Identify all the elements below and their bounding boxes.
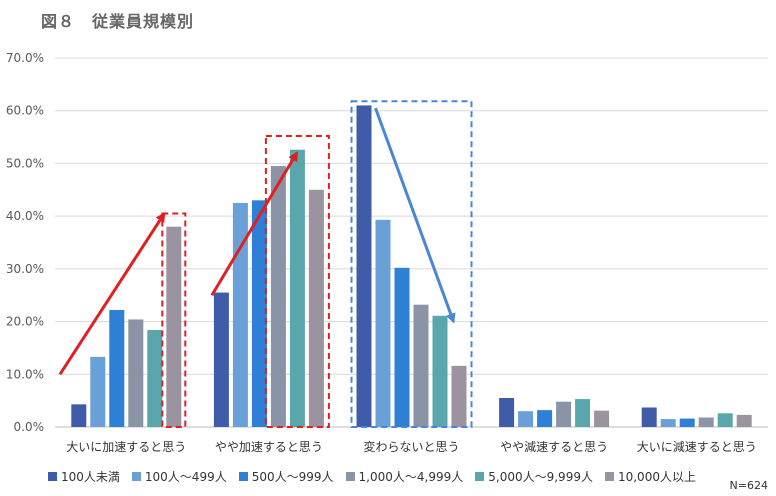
trend-arrow-increase-strong xyxy=(58,211,166,376)
bar xyxy=(736,414,752,427)
bar xyxy=(166,226,182,427)
bar xyxy=(213,292,229,427)
bar xyxy=(71,404,87,427)
legend-label: 100人未満 xyxy=(61,470,120,484)
legend-swatch xyxy=(475,472,485,481)
y-tick-label: 0.0% xyxy=(14,420,45,434)
bar xyxy=(432,315,448,427)
bar xyxy=(356,105,372,427)
highlight-box-increase-strong xyxy=(161,212,187,428)
trend-arrow-decrease xyxy=(374,107,456,324)
legend-label: 1,000人～4,999人 xyxy=(358,470,464,484)
highlight-box-unchanged xyxy=(350,100,473,429)
bar xyxy=(698,417,714,427)
legend-item: 100人～499人 xyxy=(131,468,227,485)
bar xyxy=(717,413,733,427)
bar xyxy=(413,304,429,427)
x-tick-label: やや減速すると思う xyxy=(500,439,608,454)
legend-label: 500人～999人 xyxy=(251,470,334,484)
legend-item: 100人未満 xyxy=(48,468,120,485)
y-tick-label: 60.0% xyxy=(6,104,44,118)
bar xyxy=(660,419,676,427)
x-tick-label: 大いに減速すると思う xyxy=(637,439,757,454)
legend-swatch xyxy=(238,472,248,481)
figure-title: 図８ 従業員規模別 xyxy=(41,12,195,31)
bar xyxy=(556,401,572,427)
legend-item: 1,000人～4,999人 xyxy=(345,468,464,485)
bar xyxy=(394,267,410,427)
bar xyxy=(679,418,695,427)
bar xyxy=(641,407,657,427)
legend-item: 10,000人以上 xyxy=(604,468,696,485)
legend-item: 500人～999人 xyxy=(238,468,334,485)
bar xyxy=(451,365,467,427)
legend-swatch xyxy=(48,472,57,481)
bar xyxy=(90,356,106,427)
y-tick-label: 20.0% xyxy=(6,315,44,329)
bar xyxy=(270,166,286,428)
y-tick-label: 50.0% xyxy=(6,156,44,170)
bar xyxy=(147,330,163,427)
legend-swatch xyxy=(604,472,614,481)
x-tick-label: 変わらないと思う xyxy=(363,439,459,454)
bar xyxy=(251,200,267,427)
y-tick-label: 40.0% xyxy=(6,209,44,223)
bar xyxy=(518,411,534,427)
bar xyxy=(594,410,610,427)
y-tick-label: 70.0% xyxy=(6,51,44,65)
bar xyxy=(109,309,125,427)
legend: 100人未満 100人～499人 500人～999人 1,000人～4,999人 5,0… xyxy=(48,468,696,485)
legend-label: 10,000人以上 xyxy=(617,470,696,484)
sample-size-note: N=624 xyxy=(729,479,768,492)
legend-item: 5,000人～9,999人 xyxy=(475,468,593,485)
bar xyxy=(375,219,391,427)
bar xyxy=(499,398,515,427)
y-tick-label: 10.0% xyxy=(6,367,44,381)
legend-label: 100人～499人 xyxy=(144,470,227,484)
y-tick-label: 30.0% xyxy=(6,262,44,276)
trend-arrow-increase-slight xyxy=(210,151,299,296)
bar xyxy=(308,189,324,427)
bar xyxy=(232,202,248,427)
highlight-box-increase-slight xyxy=(264,135,330,428)
bar xyxy=(537,410,553,427)
x-tick-label: やや加速すると思う xyxy=(215,440,323,454)
bar xyxy=(575,399,591,427)
legend-label: 5,000人～9,999人 xyxy=(488,470,593,484)
legend-swatch xyxy=(345,472,355,481)
bar xyxy=(128,319,144,427)
x-tick-label: 大いに加速すると思う xyxy=(66,440,186,454)
legend-swatch xyxy=(131,472,141,481)
bar xyxy=(289,149,305,428)
